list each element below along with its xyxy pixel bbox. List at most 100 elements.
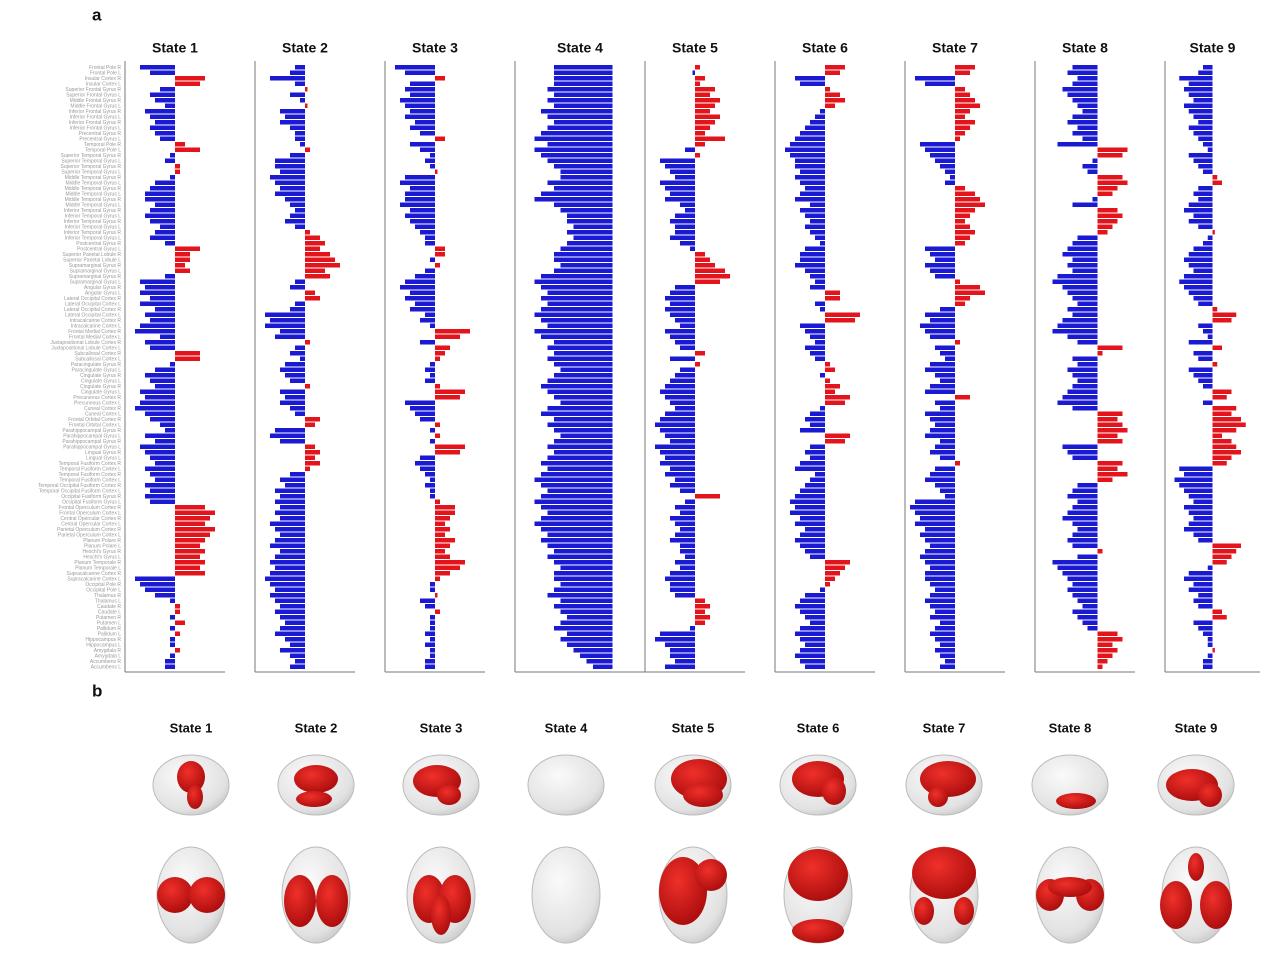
bar — [175, 252, 190, 257]
bar — [135, 329, 175, 334]
bar — [541, 505, 613, 510]
bar — [150, 219, 175, 224]
bar — [815, 236, 825, 241]
bar — [1063, 87, 1098, 92]
bar — [548, 87, 613, 92]
bar — [915, 500, 955, 505]
bar — [1078, 599, 1098, 604]
bar — [150, 318, 175, 323]
bar — [1078, 362, 1098, 367]
activation — [822, 777, 846, 805]
bar — [410, 109, 435, 114]
bar — [940, 665, 955, 670]
bar — [145, 214, 175, 219]
bar — [280, 368, 305, 373]
bar — [548, 159, 613, 164]
bar — [815, 280, 825, 285]
bar — [930, 153, 955, 158]
bar — [175, 555, 200, 560]
bar — [165, 665, 175, 670]
bar — [145, 483, 175, 488]
bar — [275, 181, 305, 186]
bar — [1194, 159, 1213, 164]
bar — [554, 203, 613, 208]
bar — [1068, 538, 1098, 543]
bar — [435, 549, 445, 554]
bar — [425, 236, 435, 241]
bar — [535, 313, 613, 318]
bar — [535, 148, 613, 153]
bar — [275, 527, 305, 532]
bar — [1189, 588, 1213, 593]
bar — [305, 258, 335, 263]
brain-title: State 1 — [170, 720, 213, 735]
region-label: Accumbens L — [91, 665, 122, 671]
bar — [810, 478, 825, 483]
bar — [925, 549, 955, 554]
bar — [695, 93, 710, 98]
bar — [554, 549, 613, 554]
bar — [300, 98, 305, 103]
bar — [425, 241, 435, 246]
bar — [1184, 285, 1213, 290]
bar — [280, 390, 305, 395]
bar — [910, 505, 955, 510]
bar — [275, 610, 305, 615]
bar — [925, 434, 955, 439]
bar — [1203, 665, 1213, 670]
bar — [810, 555, 825, 560]
bar — [1098, 175, 1123, 180]
bar — [1189, 522, 1213, 527]
bar — [810, 120, 825, 125]
bar — [150, 456, 175, 461]
bar — [541, 296, 613, 301]
bar — [155, 131, 175, 136]
bar — [670, 291, 695, 296]
bar — [435, 560, 465, 565]
bar — [1184, 274, 1213, 279]
bar — [675, 318, 695, 323]
bar — [541, 131, 613, 136]
bar — [1194, 533, 1213, 538]
bar — [145, 450, 175, 455]
bar — [930, 428, 955, 433]
bar — [175, 148, 200, 153]
bar — [155, 181, 175, 186]
bar — [955, 71, 970, 76]
bar — [435, 252, 445, 257]
bar — [800, 637, 825, 642]
figure: a b State 1Frontal Pole RFrontal Pole LI… — [0, 0, 1265, 955]
bar — [425, 269, 435, 274]
bar — [1194, 214, 1213, 219]
bar — [935, 373, 955, 378]
bar — [305, 423, 315, 428]
bar — [541, 335, 613, 340]
bar — [693, 71, 696, 76]
bar — [1058, 274, 1098, 279]
bar — [290, 379, 305, 384]
bar — [410, 406, 435, 411]
bar — [535, 280, 613, 285]
bar — [561, 247, 613, 252]
bar — [1213, 555, 1232, 560]
bar — [670, 192, 695, 197]
bar — [675, 373, 695, 378]
bar — [1194, 351, 1213, 356]
bar — [1098, 230, 1108, 235]
bar — [695, 263, 715, 268]
bar — [665, 434, 695, 439]
bar — [665, 197, 695, 202]
bar — [955, 126, 970, 131]
bar — [270, 571, 305, 576]
bar — [795, 164, 825, 169]
bar — [425, 643, 435, 648]
bar — [1189, 82, 1213, 87]
bar — [940, 351, 955, 356]
bar — [175, 269, 190, 274]
bar — [675, 522, 695, 527]
bar — [561, 208, 613, 213]
bar — [950, 175, 955, 180]
bar — [405, 197, 435, 202]
bar — [554, 93, 613, 98]
bar — [955, 120, 975, 125]
